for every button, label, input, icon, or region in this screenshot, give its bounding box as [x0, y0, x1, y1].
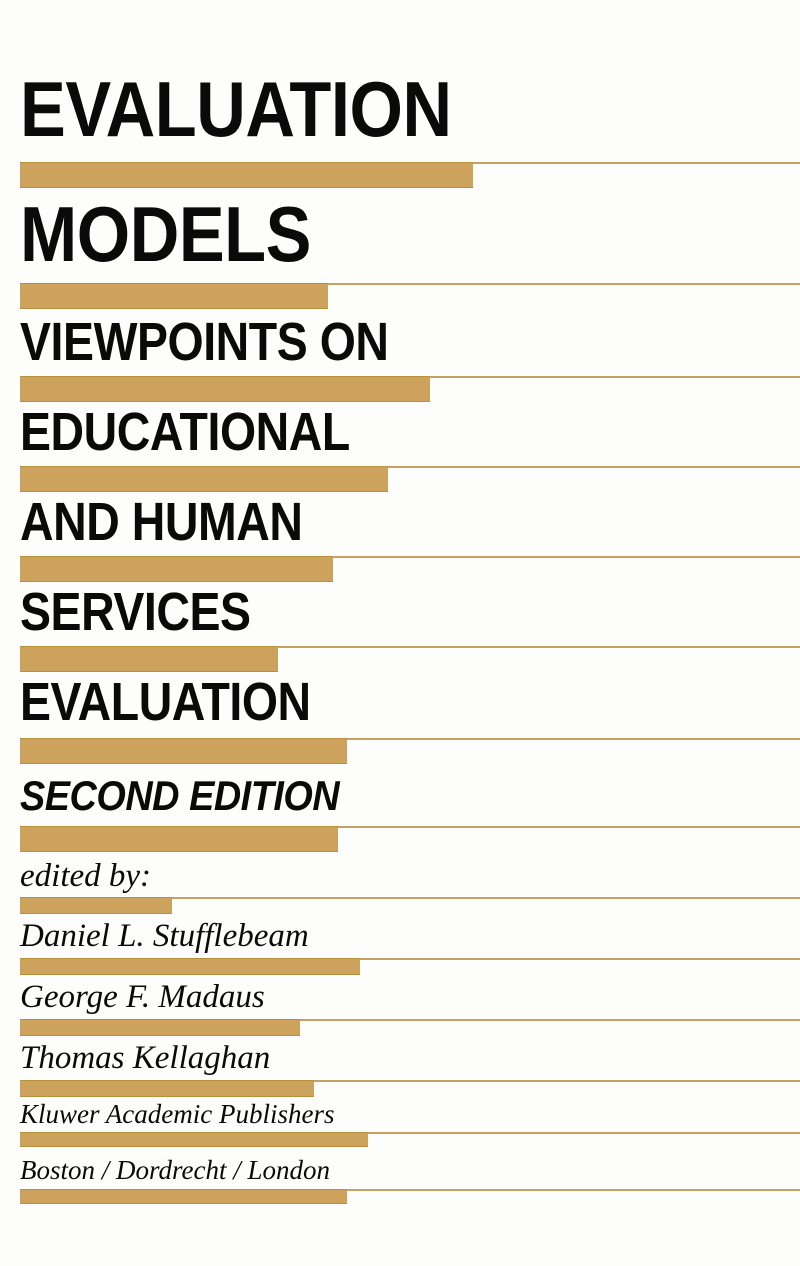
rule-thick-segment: [20, 738, 347, 764]
rule-hairline-segment: [300, 1019, 800, 1021]
publisher-cities: Boston / Dordrecht / London: [20, 1155, 330, 1185]
editors-label: edited by:: [20, 858, 152, 894]
rule-thick-segment: [20, 1080, 314, 1097]
rule-hairline-segment: [338, 826, 800, 828]
rule-hairline-segment: [388, 466, 800, 468]
rule-thick-segment: [20, 466, 388, 492]
subtitle-line-2: EDUCATIONAL: [20, 402, 350, 462]
title-line-1: EVALUATION: [20, 65, 452, 153]
rule-hairline-segment: [368, 1132, 800, 1134]
subtitle-line-5: EVALUATION: [20, 672, 311, 732]
rule-thick-segment: [20, 897, 172, 914]
rule-thick-segment: [20, 162, 473, 188]
editor-name-2: George F. Madaus: [20, 979, 265, 1015]
publisher-name: Kluwer Academic Publishers: [20, 1099, 335, 1129]
rule-thick-segment: [20, 646, 278, 672]
rule-hairline-segment: [328, 283, 800, 285]
rule-thick-segment: [20, 556, 333, 582]
rule-hairline-segment: [333, 556, 800, 558]
editor-name-1: Daniel L. Stufflebeam: [20, 918, 309, 954]
rule-thick-segment: [20, 1189, 347, 1204]
rule-hairline-segment: [360, 958, 800, 960]
rule-hairline-segment: [278, 646, 800, 648]
subtitle-line-3: AND HUMAN: [20, 492, 303, 552]
rule-hairline-segment: [347, 1189, 800, 1191]
rule-thick-segment: [20, 958, 360, 975]
editor-name-3: Thomas Kellaghan: [20, 1040, 271, 1076]
subtitle-line-1: VIEWPOINTS ON: [20, 312, 389, 372]
rule-thick-segment: [20, 826, 338, 852]
title-line-2: MODELS: [20, 190, 311, 278]
rule-hairline-segment: [430, 376, 800, 378]
rule-thick-segment: [20, 1019, 300, 1036]
edition-statement: SECOND EDITION: [20, 772, 340, 819]
rule-hairline-segment: [473, 162, 800, 164]
rule-thick-segment: [20, 283, 328, 309]
rule-hairline-segment: [347, 738, 800, 740]
rule-hairline-segment: [172, 897, 800, 899]
rule-thick-segment: [20, 1132, 368, 1147]
rule-hairline-segment: [314, 1080, 800, 1082]
subtitle-line-4: SERVICES: [20, 582, 251, 642]
rule-thick-segment: [20, 376, 430, 402]
